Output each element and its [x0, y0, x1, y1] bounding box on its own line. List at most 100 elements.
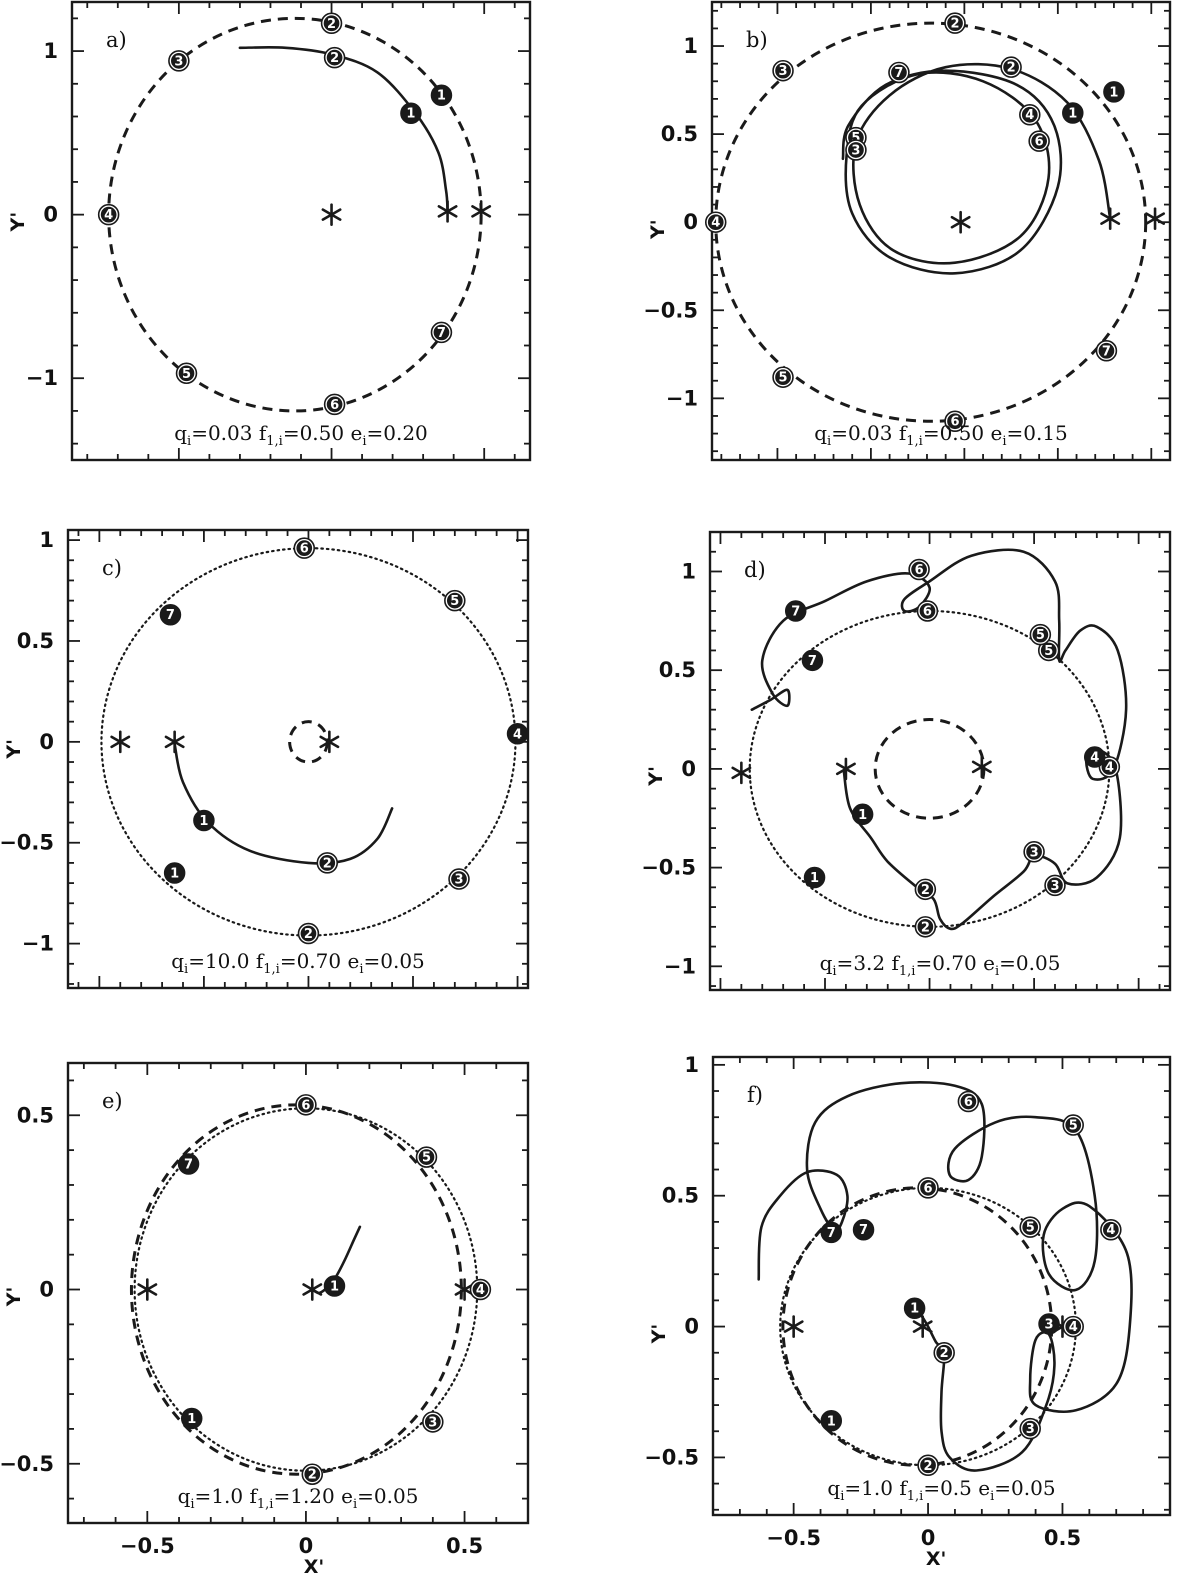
numbered-marker: 2 — [1000, 56, 1022, 78]
numbered-marker: 4 — [1100, 1218, 1122, 1241]
numbered-marker: 6 — [916, 600, 939, 622]
parameter-caption: qi=0.03 f1,i=0.50 ei=0.20 — [174, 421, 428, 449]
star-stroke — [950, 215, 971, 229]
marker-number: 2 — [924, 1459, 933, 1474]
x-axis-label: X' — [304, 1556, 324, 1574]
caption-subscript: 1,i — [266, 434, 283, 449]
trajectory-path — [841, 62, 1112, 275]
star-marker — [912, 1315, 933, 1338]
marker-ring — [1029, 132, 1049, 151]
marker-ring — [177, 364, 196, 383]
marker-number: 1 — [858, 808, 867, 823]
caption-subscript: i — [184, 962, 188, 977]
star-stroke — [783, 1320, 804, 1333]
marker-number: 6 — [950, 415, 959, 430]
caption-value: 0.15 — [1023, 421, 1068, 445]
marker-number: 3 — [1050, 879, 1059, 894]
marker-number: 2 — [921, 883, 930, 898]
marker-disc — [1044, 874, 1066, 897]
marker-ring — [322, 14, 341, 33]
caption-symbol: e — [341, 949, 359, 973]
marker-number: 6 — [964, 1095, 973, 1110]
marker-ring — [773, 368, 793, 387]
numbered-marker: 2 — [320, 12, 343, 35]
y-tick-label: 0.5 — [662, 1184, 699, 1208]
marker-ring — [471, 1280, 490, 1299]
marker-ring — [99, 205, 118, 224]
marker-disc — [944, 12, 966, 34]
orbit-dashed-curve — [288, 720, 329, 764]
y-tick-label: −0.5 — [641, 856, 696, 880]
orbit-dashed-curve — [714, 21, 1148, 423]
marker-disc — [422, 1411, 444, 1433]
marker-disc — [177, 1153, 200, 1175]
caption-equals: = — [994, 1476, 1011, 1500]
x-tick-label: 0.5 — [446, 1534, 483, 1558]
star-marker — [164, 730, 185, 754]
marker-number: 3 — [1030, 845, 1039, 860]
marker-number: 3 — [1026, 1422, 1035, 1437]
marker-number: 2 — [327, 17, 336, 32]
numbered-marker: 1 — [820, 1410, 843, 1432]
numbered-marker: 5 — [1037, 639, 1060, 662]
y-axis-label: Y' — [3, 739, 25, 760]
marker-number: 7 — [808, 654, 817, 669]
caption-equals: = — [283, 421, 300, 445]
caption-equals: = — [188, 949, 205, 973]
numbered-marker: 3 — [845, 139, 867, 161]
numbered-marker: 4 — [1098, 756, 1121, 778]
marker-ring — [325, 395, 344, 414]
star-marker — [302, 1278, 323, 1301]
caption-subscript: 1,i — [263, 962, 280, 977]
star-stroke — [835, 762, 856, 776]
marker-number: 2 — [308, 1468, 317, 1483]
marker-disc — [301, 1463, 324, 1485]
y-axis-label: Y' — [647, 219, 669, 240]
marker-number: 3 — [779, 64, 788, 79]
caption-subscript: i — [995, 964, 999, 979]
marker-number: 7 — [1102, 344, 1111, 359]
marker-disc — [903, 1297, 926, 1319]
numbered-marker: 6 — [293, 537, 316, 559]
marker-ring — [449, 869, 469, 889]
numbered-marker: 3 — [1019, 1417, 1041, 1440]
marker-disc — [704, 211, 727, 233]
numbered-marker: 1 — [851, 803, 874, 826]
y-tick-label: 1 — [39, 528, 54, 552]
star-marker — [319, 730, 340, 754]
y-tick-label: 0 — [39, 1278, 54, 1302]
numbered-marker: 3 — [422, 1411, 444, 1433]
star-marker — [437, 200, 458, 223]
caption-symbol: q — [820, 951, 833, 975]
marker-ring — [299, 924, 318, 943]
marker-disc — [1062, 102, 1084, 124]
marker-number: 6 — [923, 604, 932, 619]
marker-ring — [1021, 1217, 1040, 1237]
numbered-marker: 7 — [159, 603, 182, 626]
marker-disc — [1019, 103, 1041, 126]
marker-number: 2 — [950, 17, 959, 32]
marker-number: 2 — [1007, 61, 1016, 76]
caption-symbol: e — [344, 421, 362, 445]
caption-symbol: e — [335, 1484, 353, 1508]
star-marker — [137, 1278, 158, 1301]
numbered-marker: 5 — [175, 362, 198, 385]
numbered-marker: 2 — [917, 1454, 939, 1477]
marker-ring — [318, 853, 337, 873]
marker-ring — [1064, 1317, 1083, 1336]
marker-ring — [1039, 641, 1058, 660]
marker-disc — [97, 203, 120, 226]
numbered-marker: 1 — [430, 84, 453, 106]
marker-disc — [159, 603, 182, 626]
numbered-marker: 1 — [180, 1407, 203, 1430]
marker-disc — [1038, 1313, 1060, 1335]
marker-disc — [1083, 746, 1106, 768]
plot-frame — [66, 1061, 530, 1525]
parameter-caption: qi=10.0 f1,i=0.70 ei=0.05 — [171, 949, 425, 977]
numbered-marker: 3 — [772, 59, 794, 82]
marker-disc — [801, 649, 824, 672]
star-marker — [731, 761, 752, 785]
parameter-caption: qi=3.2 f1,i=0.70 ei=0.05 — [820, 951, 1061, 979]
caption-subscript: i — [827, 434, 831, 449]
caption-subscript: 1,i — [906, 434, 923, 449]
